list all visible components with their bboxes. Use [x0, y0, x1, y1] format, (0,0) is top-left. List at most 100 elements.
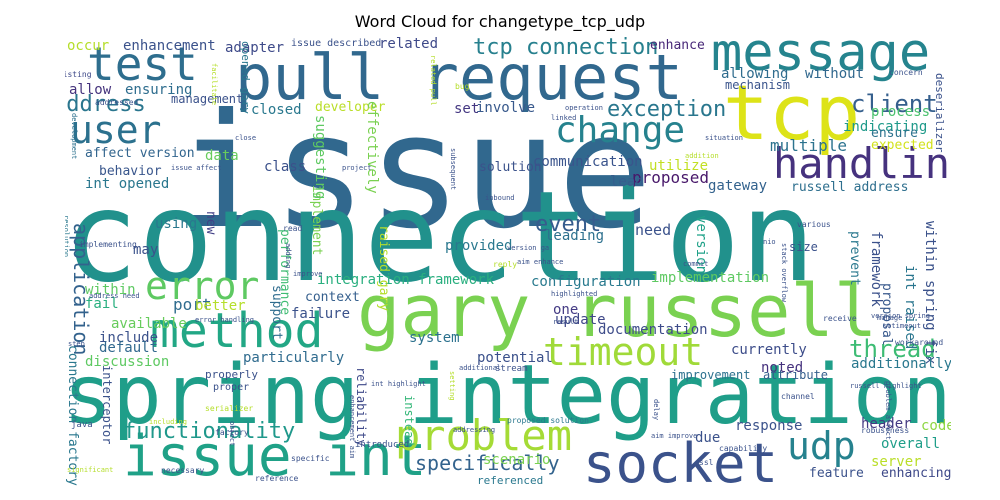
- word-instead: instead: [402, 395, 416, 446]
- word-may: may: [133, 242, 159, 258]
- word-highlighted: highlighted: [551, 290, 598, 298]
- word-header: header: [861, 416, 912, 432]
- word-effectively: effectively: [364, 101, 380, 194]
- word-method: method: [150, 303, 324, 359]
- word-linked: linked: [551, 114, 577, 122]
- word-ensure: ensure: [871, 126, 918, 141]
- word-issue: issue: [177, 80, 653, 264]
- word-read: read: [283, 224, 303, 233]
- word-available: available: [111, 316, 187, 332]
- word-int-raised: int raised: [902, 265, 918, 350]
- word-discussion: discussion: [85, 354, 170, 370]
- word-indicating: indicating: [843, 119, 928, 135]
- word-aim-enhance: aim enhance: [517, 258, 564, 266]
- word-prevent: prevent: [847, 231, 862, 286]
- word-specifically: specifically: [415, 451, 560, 475]
- word-configuration: configuration: [531, 274, 641, 290]
- word-test: test: [87, 37, 198, 91]
- word-ensuring: ensuring: [125, 82, 193, 98]
- word-pull-request: pull request: [235, 41, 683, 114]
- word-necessary: necessary: [161, 466, 205, 475]
- word-various: various: [797, 220, 831, 229]
- word-address-need: address need: [89, 292, 140, 300]
- word-udp: udp: [787, 424, 856, 468]
- word-provided: provided: [445, 238, 513, 254]
- word-need: need: [635, 221, 672, 239]
- word-scenario: scenario: [483, 452, 551, 468]
- word-ssl: ssl: [699, 458, 714, 467]
- word-failure: failure: [291, 306, 351, 322]
- word-data: data: [205, 148, 239, 164]
- word-response: response: [735, 418, 803, 434]
- word-code: code: [921, 418, 951, 434]
- word-additionally: additionally: [851, 356, 951, 372]
- word-aim-improve: aim improve: [651, 432, 698, 440]
- word-specific: specific: [291, 454, 330, 463]
- word-proposed: proposed: [632, 168, 710, 187]
- word-receive: receive: [823, 314, 857, 323]
- word-gary-russell: gary russell: [357, 269, 878, 353]
- word-operation: operation: [565, 104, 603, 112]
- word-implementation: implementation: [651, 270, 770, 286]
- word-additional: additional: [459, 364, 502, 372]
- word-improve: improve: [293, 270, 323, 278]
- word-version-spring: version spring: [871, 312, 931, 320]
- word-leading: leading: [545, 228, 605, 244]
- word-related-pull: related pull: [429, 55, 437, 106]
- word-gateway: gateway: [708, 178, 768, 194]
- word-situation: situation: [705, 134, 743, 142]
- word-stack-overflow: stack overflow: [780, 243, 788, 303]
- word-russell-address: russell address: [791, 180, 909, 195]
- word-overall: overall: [881, 436, 941, 452]
- word-integration-framework: integration framework: [317, 272, 495, 288]
- word-include: include: [99, 330, 159, 346]
- word-process: process: [871, 104, 931, 120]
- word-context: context: [305, 290, 360, 305]
- word-channel: channel: [781, 392, 815, 401]
- word-documentation: documentation: [598, 322, 708, 338]
- word-exception: exception: [607, 97, 727, 122]
- word-including: including: [149, 418, 187, 426]
- word-support: support: [269, 285, 284, 340]
- word-potential: potential: [477, 350, 553, 366]
- word-event: event: [535, 212, 602, 237]
- word-issue-affect: issue affect: [171, 164, 222, 172]
- word-thread: thread: [849, 335, 936, 363]
- word-issue-described: issue described: [291, 38, 382, 49]
- word-message: message: [711, 35, 931, 83]
- word-socket: socket: [583, 432, 779, 487]
- word-project: project: [342, 164, 372, 172]
- word-currently: currently: [731, 342, 807, 358]
- word-commit: commit: [683, 260, 709, 268]
- word-factory: factory: [215, 428, 249, 437]
- word-management: management: [171, 92, 244, 106]
- word-referenced: referenced: [477, 474, 544, 486]
- word-enhance: enhance: [650, 38, 705, 53]
- word-setting: setting: [448, 371, 456, 401]
- word-set: set: [454, 101, 480, 117]
- word-expected: expected: [871, 138, 934, 153]
- word-subsequent: subsequent: [449, 148, 457, 191]
- word-proposed-solution: proposed solution: [507, 416, 589, 425]
- word-facilitate: facilitate: [210, 63, 218, 106]
- word-reliability: reliability: [354, 367, 368, 447]
- word-related: related: [379, 36, 439, 52]
- chart-title: Word Cloud for changetype_tcp_udp: [354, 12, 646, 31]
- word-developer: developer: [315, 100, 386, 115]
- word-behavior: behavior: [99, 164, 162, 179]
- word-timeout: timeout: [543, 330, 704, 374]
- word-fail: fail: [85, 296, 119, 312]
- word-introduced: introduced: [355, 440, 410, 450]
- word-improvement: improvement: [671, 368, 751, 382]
- word-properly: properly: [205, 368, 258, 381]
- word-stream: stream: [495, 364, 528, 374]
- word-raised-gary: raised gary: [376, 225, 391, 312]
- word-solution: solution: [479, 160, 542, 175]
- word-closed: closed: [251, 102, 302, 118]
- word-class: class: [264, 159, 307, 175]
- word-allow: allow: [69, 82, 112, 98]
- word-deserializer: deserializer: [933, 73, 946, 153]
- word-resolution: resolution: [65, 215, 70, 258]
- word-int-opened: int opened: [85, 176, 170, 192]
- word-feature: feature: [809, 466, 864, 481]
